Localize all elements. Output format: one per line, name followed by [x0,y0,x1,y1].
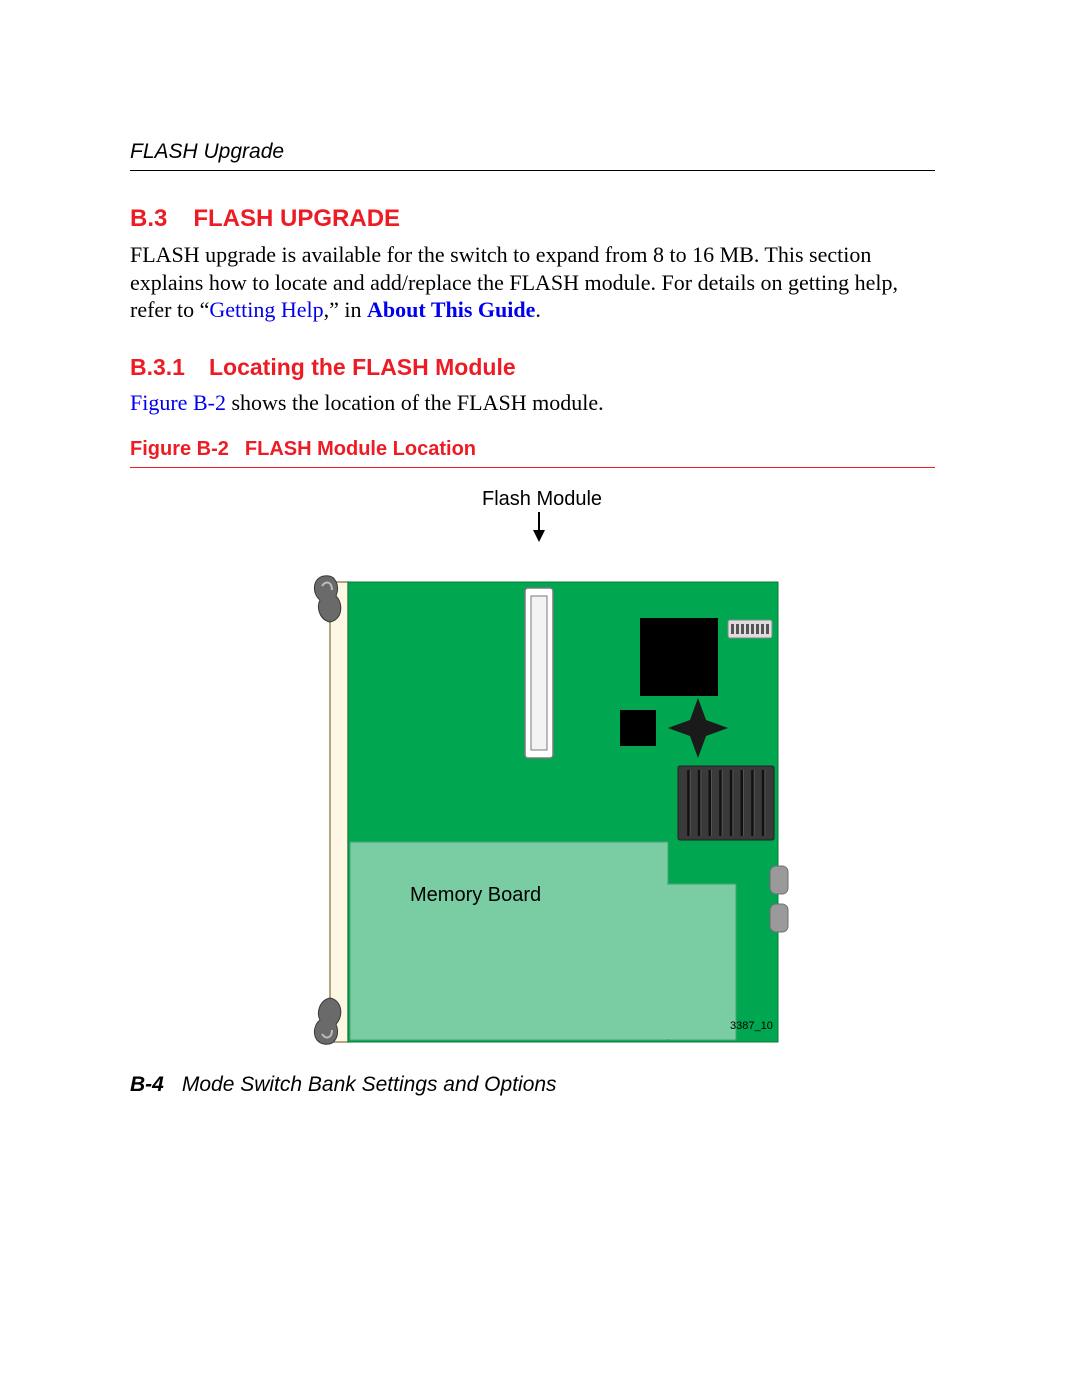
callout-arrow-head-icon [533,530,545,542]
section-title: FLASH UPGRADE [193,205,400,232]
footer-title: Mode Switch Bank Settings and Options [182,1073,557,1096]
link-about-this-guide[interactable]: About This Guide [367,297,535,322]
section-paragraph: FLASH upgrade is available for the switc… [130,241,935,324]
page-footer: B-4 Mode Switch Bank Settings and Options [130,1073,557,1097]
figure-caption: Figure B-2 FLASH Module Location [130,438,935,468]
subsection-paragraph: Figure B-2 shows the location of the FLA… [130,389,935,417]
board-diagram [300,542,860,1062]
section-number: B.3 [130,205,167,232]
subsection-para-rest: shows the location of the FLASH module. [226,390,604,415]
link-figure-ref[interactable]: Figure B-2 [130,390,226,415]
figure-title: FLASH Module Location [245,438,476,460]
page-number: B-4 [130,1073,164,1096]
callout-flash-module: Flash Module [482,488,602,511]
subsection-number: B.3.1 [130,354,185,380]
para-text-2: ,” in [324,297,367,322]
subsection-heading: B.3.1 Locating the FLASH Module [130,354,935,381]
link-getting-help[interactable]: Getting Help [209,297,323,322]
page: FLASH Upgrade B.3 FLASH UPGRADE FLASH upg… [0,0,1080,1397]
para-text-3: . [535,297,541,322]
subsection-title: Locating the FLASH Module [209,354,516,380]
figure: Flash Module Memory Board 3387_10 [130,488,935,1068]
figure-id: 3387_10 [730,1020,773,1032]
section-heading: B.3 FLASH UPGRADE [130,205,935,233]
running-head: FLASH Upgrade [130,140,935,171]
callout-arrow-line [538,512,540,532]
callout-memory-board: Memory Board [410,884,541,907]
figure-number: Figure B-2 [130,438,229,460]
